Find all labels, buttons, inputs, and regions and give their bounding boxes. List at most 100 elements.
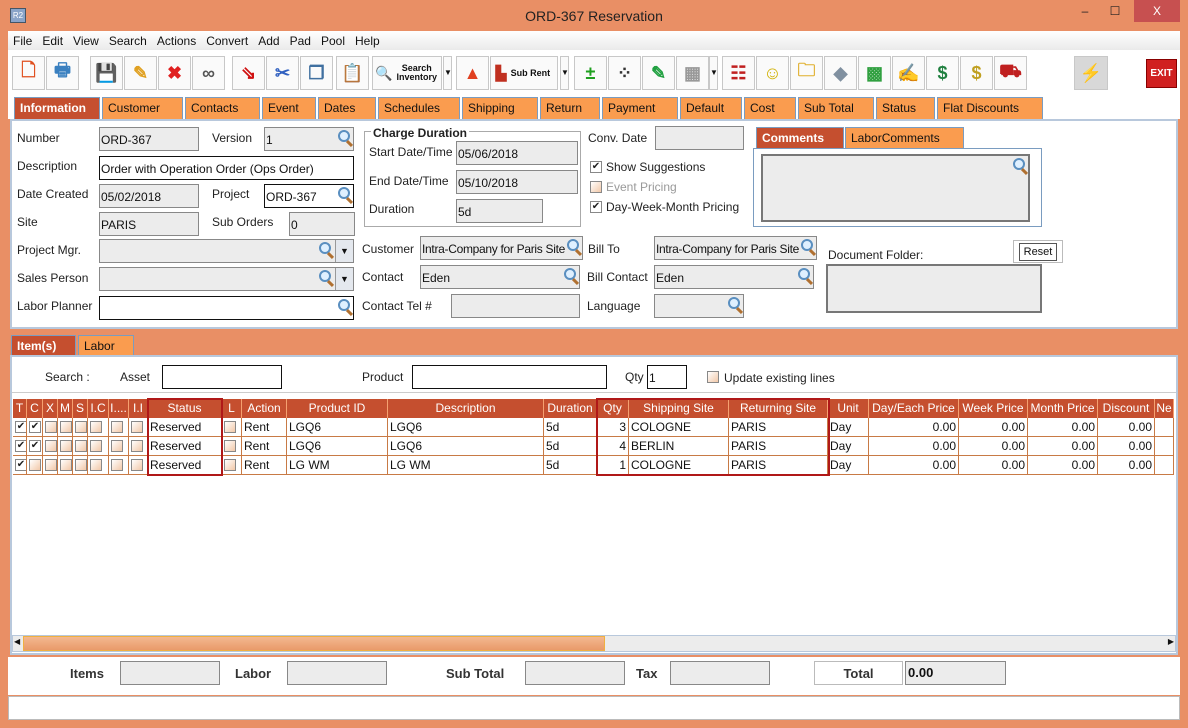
search-inventory-button[interactable]: 🔍 Search Inventory [372,56,442,90]
lightning-button[interactable]: ⚡ [1074,56,1108,90]
tab-cost[interactable]: Cost [744,97,796,119]
table-row[interactable]: ✔ ✔ Reserved Rent LGQ6 LGQ6 5d 3 COLOGNE PARIS Day… [12,418,1174,437]
menu-help[interactable]: Help [355,34,380,48]
comments-textarea[interactable] [761,154,1030,222]
search-icon[interactable] [338,299,350,311]
cut-button[interactable]: ✂ [266,56,299,90]
search-icon[interactable] [338,187,350,199]
chevron-down-icon[interactable]: ▼ [335,268,353,290]
row-x-checkbox[interactable] [45,421,57,433]
column-header-returning-site[interactable]: Returning Site [729,399,828,418]
bill-contact-field[interactable]: Eden [654,265,814,289]
row-ic-checkbox[interactable] [90,421,102,433]
date-created-field[interactable]: 05/02/2018 [99,184,199,208]
tab-default[interactable]: Default [680,97,742,119]
product-input[interactable] [412,365,607,389]
tab-dates[interactable]: Dates [318,97,376,119]
stacks-button[interactable]: ▩ [858,56,891,90]
table-row[interactable]: ✔ ✔ Reserved Rent LGQ6 LGQ6 5d 4 BERLIN PARIS Day 0… [12,437,1174,456]
tab-schedules[interactable]: Schedules [378,97,460,119]
column-header-l[interactable]: L [222,399,242,418]
row-ic-checkbox[interactable] [90,440,102,452]
qty-input[interactable]: 1 [647,365,687,389]
row-i4-checkbox[interactable] [111,459,123,471]
column-header-ne[interactable]: Ne [1155,399,1174,418]
menu-edit[interactable]: Edit [42,34,64,48]
row-i4-checkbox[interactable] [111,421,123,433]
toolbar-dropdown-icon[interactable]: ▼ [443,56,452,90]
search-icon[interactable] [567,239,579,251]
search-icon[interactable] [798,268,810,280]
search-icon[interactable] [319,242,331,254]
row-m-checkbox[interactable] [60,459,72,471]
menu-search[interactable]: Search [108,34,147,48]
site-field[interactable]: PARIS [99,212,199,236]
tab-return[interactable]: Return [540,97,600,119]
minimize-button[interactable]: – [1081,4,1089,18]
row-t-checkbox[interactable]: ✔ [15,440,26,452]
duration-field[interactable]: 5d [456,199,543,223]
column-header-action[interactable]: Action [242,399,287,418]
row-t-checkbox[interactable]: ✔ [15,421,26,433]
paste-button[interactable]: 📋 [336,56,369,90]
org-chart-button[interactable]: ☷ [722,56,755,90]
column-header-s[interactable]: S [73,399,88,418]
menu-pad[interactable]: Pad [289,34,311,48]
column-header-week-price[interactable]: Week Price [959,399,1028,418]
column-header-description[interactable]: Description [388,399,544,418]
column-header-discount[interactable]: Discount [1098,399,1155,418]
tab-flat-discounts[interactable]: Flat Discounts [937,97,1043,119]
notepad-button[interactable]: ✎ [642,56,675,90]
menu-actions[interactable]: Actions [156,34,197,48]
new-document-button[interactable]: 🗋 [12,56,45,90]
chevron-down-icon[interactable]: ▼ [335,240,353,262]
project-field[interactable]: ORD-367 [264,184,354,208]
calendar-button[interactable]: ▦ [676,56,709,90]
menu-file[interactable]: File [13,34,33,48]
row-s-checkbox[interactable] [75,459,87,471]
column-header-product-id[interactable]: Product ID [287,399,388,418]
tab-customer[interactable]: Customer [102,97,183,119]
tab-contacts[interactable]: Contacts [185,97,260,119]
row-l-checkbox[interactable] [224,421,236,433]
copy-to-button[interactable]: ⇘ [232,56,265,90]
toolbar-dropdown-icon[interactable]: ▼ [560,56,569,90]
binoculars-button[interactable]: ∞ [192,56,225,90]
tab-information[interactable]: Information [14,97,100,119]
tab-payment[interactable]: Payment [602,97,678,119]
search-icon[interactable] [801,239,813,251]
column-header-i-c[interactable]: I.C [88,399,109,418]
folder-clock-button[interactable]: 🗀 [790,56,823,90]
column-header-x[interactable]: X [43,399,58,418]
project-mgr-field[interactable]: ▼ [99,239,354,263]
menu-pool[interactable]: Pool [320,34,345,48]
row-x-checkbox[interactable] [45,459,57,471]
column-header-m[interactable]: M [58,399,73,418]
row-m-checkbox[interactable] [60,421,72,433]
delete-button[interactable]: ✖ [158,56,191,90]
table-row[interactable]: ✔ Reserved Rent LG WM LG WM 5d 1 COLOGNE PARIS Da… [12,456,1174,475]
copy-button[interactable]: ❐ [300,56,333,90]
save-button[interactable]: 💾 [90,56,123,90]
column-header-status[interactable]: Status [148,399,222,418]
row-c-checkbox[interactable] [29,459,41,471]
print-button[interactable]: 🖶 [46,56,79,90]
add-remove-button[interactable]: ± [574,56,607,90]
column-header-t[interactable]: T [13,399,27,418]
exit-button[interactable]: EXIT [1145,56,1178,90]
column-header-i[interactable]: I.... [109,399,129,418]
menu-convert[interactable]: Convert [206,34,249,48]
tab-labor[interactable]: Labor [78,335,134,356]
money-note-button[interactable]: $ [960,56,993,90]
start-date-field[interactable]: 05/06/2018 [456,141,578,165]
column-header-shipping-site[interactable]: Shipping Site [629,399,729,418]
row-x-checkbox[interactable] [45,440,57,452]
tab-labor-comments[interactable]: LaborComments [845,127,964,148]
search-icon[interactable] [564,268,576,280]
sub-orders-field[interactable]: 0 [289,212,355,236]
truck-button[interactable]: ⛟ [994,56,1027,90]
scroll-right-icon[interactable]: ▶ [1167,637,1174,646]
sub-rent-button[interactable]: ▙ Sub Rent [490,56,558,90]
column-header-i-i[interactable]: I.I [129,399,148,418]
help-balls-button[interactable]: ⁘ [608,56,641,90]
